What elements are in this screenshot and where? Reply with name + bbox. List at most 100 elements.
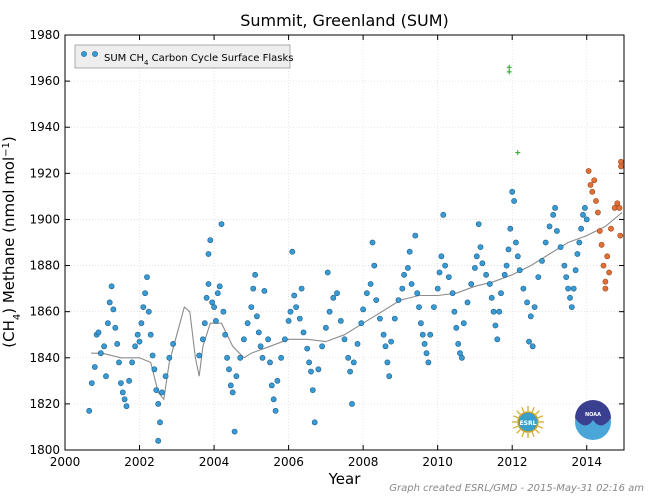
sun-ray [531,406,535,413]
flask-point [341,336,348,343]
flask-point [511,198,517,204]
flask-point [576,239,583,246]
flask-point [557,244,564,250]
flask-point [498,290,504,297]
flask-point [114,340,121,347]
flask-point [524,299,530,306]
flask-point [289,248,296,255]
flask-point [501,271,508,278]
flask-point [319,343,325,350]
axis-ticks: 2000 2002 2004 2006 2008 2010 2012 2014 1800 1820… [29,28,624,469]
chart-title: Summit, Greenland (SUM) [240,11,449,30]
flask-point [455,340,462,347]
preliminary-point [614,200,621,207]
flask-point [572,267,579,274]
flask-point [386,373,393,380]
flask-point [311,419,318,426]
flask-point [207,237,214,244]
flask-point [513,239,519,246]
flask-point [507,225,514,232]
flask-point [423,350,430,357]
flask-point [270,396,277,403]
flask-point [306,359,312,366]
legend-label: SUM CH4 Carbon Cycle Surface Flasks [104,53,294,67]
flask-point [153,387,160,393]
flask-point [503,262,510,269]
flask-point [568,304,575,310]
flask-point [583,216,590,223]
flask-point [567,294,573,301]
preliminary-point [606,269,612,276]
flask-point [205,251,212,257]
flask-point [259,354,266,361]
flask-point [542,239,549,246]
flask-point [440,211,447,218]
flask-point [494,336,501,343]
flask-point [436,269,443,276]
flask-point [453,324,460,331]
flask-point [293,304,299,310]
flask-point [330,294,337,301]
flask-point [516,267,523,274]
flask-point [315,366,322,373]
flask-point [412,232,419,239]
flask-point [477,244,484,250]
esrl-globe-icon [517,411,539,433]
x-tick-label: 2002 [124,455,155,469]
flask-point [291,292,298,299]
flask-point [369,239,376,246]
flask-point [201,320,208,327]
flask-point [88,380,95,386]
sun-ray [512,425,519,429]
flask-point [554,228,560,234]
flask-point [546,223,553,230]
flask-point [227,382,234,389]
legend-marker [92,51,98,57]
flask-point [287,308,294,315]
x-tick-label: 2000 [50,455,81,469]
flask-point [132,343,138,350]
flask-point [112,324,119,331]
flask-point [578,225,584,232]
flask-point [479,260,486,267]
y-tick-label: 1960 [29,74,60,88]
flask-point [267,359,273,366]
flask-point [220,308,227,315]
x-tick-label: 2012 [497,455,528,469]
flask-point [490,308,497,315]
esrl-logo-text: ESRL [520,420,537,427]
flask-point [142,290,148,297]
flagged-point [515,150,521,156]
flask-point [296,315,303,322]
sun-ray [512,415,519,419]
flask-point [520,285,527,292]
flask-point [233,373,240,380]
x-axis-label: Year [328,470,362,488]
flask-point [105,320,111,327]
flask-point [358,320,365,327]
flask-point [118,380,124,386]
flask-point [86,407,93,414]
flask-point [110,306,117,313]
flask-point [196,352,203,359]
flask-point [199,336,206,343]
flask-point [91,364,98,370]
sun-ray [537,415,544,419]
flask-point [345,354,352,361]
flask-point [529,343,536,350]
sun-ray [531,431,535,438]
flask-point [95,329,102,336]
flask-point [552,204,558,211]
flask-point [395,297,402,303]
noaa-logo-text: NOAA [585,412,601,418]
flask-point [300,329,307,336]
flask-point [408,281,415,287]
flask-point [309,387,316,393]
flask-point [354,340,361,347]
flask-point [391,315,398,322]
flask-point [388,338,394,345]
flask-point [278,354,284,361]
flask-point [162,373,169,380]
preliminary-point [598,241,605,248]
flask-point [326,308,333,315]
